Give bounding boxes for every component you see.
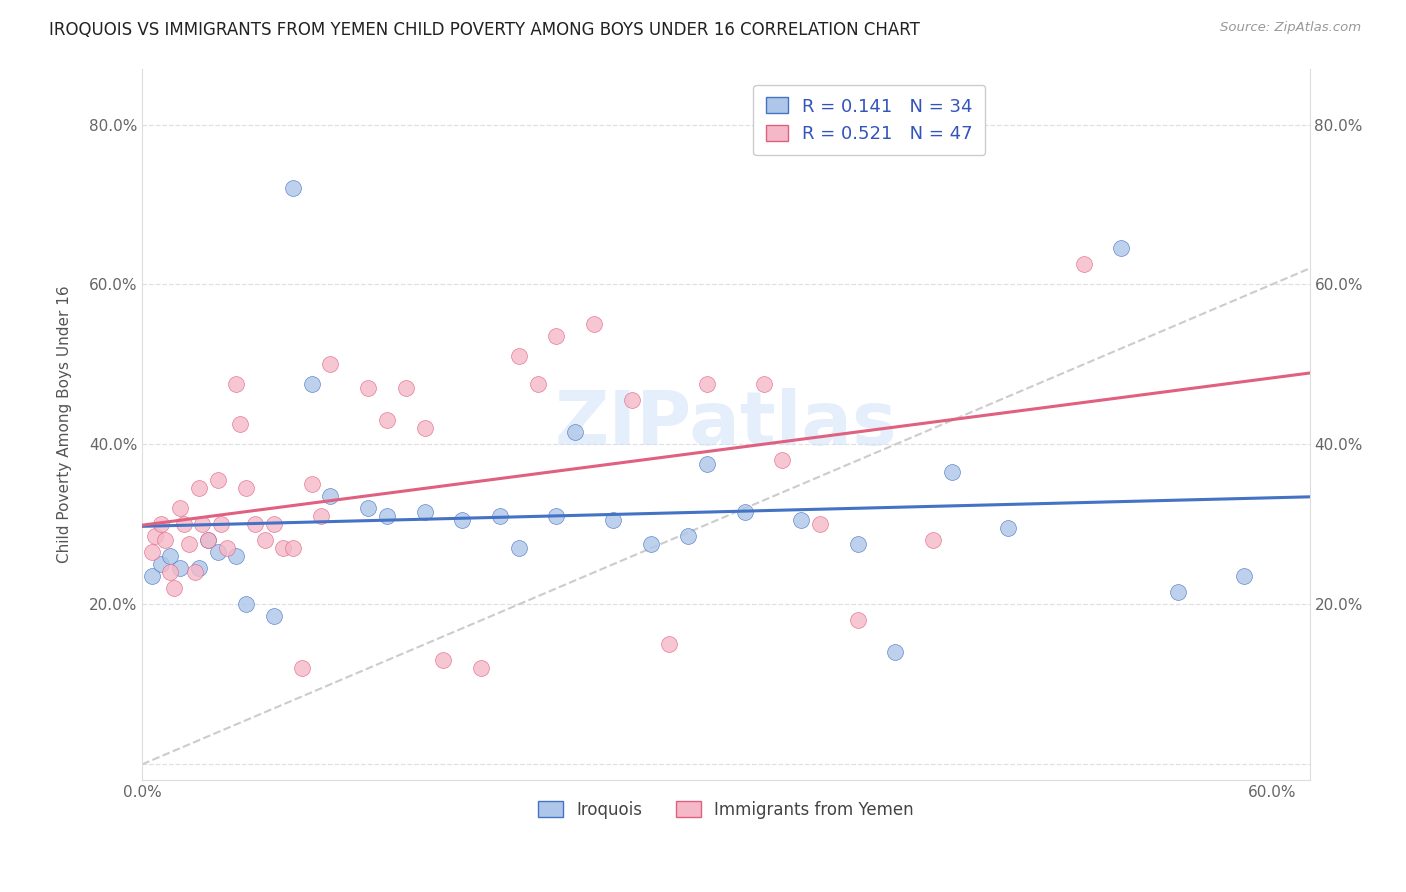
Legend: Iroquois, Immigrants from Yemen: Iroquois, Immigrants from Yemen xyxy=(531,794,921,825)
Point xyxy=(281,541,304,556)
Point xyxy=(357,501,380,516)
Point xyxy=(319,358,342,372)
Point xyxy=(489,509,512,524)
Point xyxy=(884,645,907,659)
Point xyxy=(997,521,1019,535)
Point xyxy=(1167,585,1189,599)
Point xyxy=(159,566,181,580)
Point xyxy=(225,377,247,392)
Point xyxy=(184,566,207,580)
Point xyxy=(696,458,718,472)
Point xyxy=(846,537,869,551)
Point xyxy=(375,509,398,524)
Point xyxy=(922,533,945,548)
Point xyxy=(187,561,209,575)
Point xyxy=(207,545,229,559)
Point xyxy=(808,517,831,532)
Point xyxy=(291,661,314,675)
Point xyxy=(375,413,398,427)
Point xyxy=(197,533,219,548)
Point xyxy=(658,637,681,651)
Point xyxy=(229,417,252,432)
Point xyxy=(179,537,201,551)
Text: Source: ZipAtlas.com: Source: ZipAtlas.com xyxy=(1220,21,1361,35)
Point xyxy=(508,541,530,556)
Point xyxy=(770,453,793,467)
Point xyxy=(235,482,257,496)
Point xyxy=(159,549,181,564)
Point xyxy=(150,558,173,572)
Point xyxy=(253,533,276,548)
Point xyxy=(752,377,775,392)
Y-axis label: Child Poverty Among Boys Under 16: Child Poverty Among Boys Under 16 xyxy=(58,285,72,563)
Text: ZIPatlas: ZIPatlas xyxy=(554,388,897,461)
Point xyxy=(209,517,232,532)
Point xyxy=(696,377,718,392)
Point xyxy=(163,582,186,596)
Text: IROQUOIS VS IMMIGRANTS FROM YEMEN CHILD POVERTY AMONG BOYS UNDER 16 CORRELATION : IROQUOIS VS IMMIGRANTS FROM YEMEN CHILD … xyxy=(49,21,920,39)
Point xyxy=(169,501,191,516)
Point xyxy=(153,533,176,548)
Point xyxy=(526,377,548,392)
Point xyxy=(243,517,266,532)
Point xyxy=(546,329,568,343)
Point xyxy=(281,181,304,195)
Point xyxy=(141,569,163,583)
Point xyxy=(215,541,238,556)
Point xyxy=(191,517,214,532)
Point xyxy=(620,393,643,408)
Point xyxy=(395,381,418,395)
Point xyxy=(451,513,474,527)
Point xyxy=(273,541,295,556)
Point xyxy=(790,513,813,527)
Point xyxy=(432,653,454,667)
Point xyxy=(357,381,380,395)
Point xyxy=(602,513,624,527)
Point xyxy=(508,350,530,364)
Point xyxy=(1109,242,1132,256)
Point xyxy=(235,598,257,612)
Point xyxy=(301,377,323,392)
Point xyxy=(640,537,662,551)
Point xyxy=(169,561,191,575)
Point xyxy=(1073,257,1095,271)
Point xyxy=(187,482,209,496)
Point xyxy=(141,545,163,559)
Point xyxy=(470,661,492,675)
Point xyxy=(546,509,568,524)
Point xyxy=(413,505,436,519)
Point xyxy=(941,466,963,480)
Point xyxy=(207,474,229,488)
Point xyxy=(197,533,219,548)
Point xyxy=(150,517,173,532)
Point xyxy=(263,609,285,624)
Point xyxy=(225,549,247,564)
Point xyxy=(846,613,869,627)
Point xyxy=(145,529,167,543)
Point xyxy=(263,517,285,532)
Point xyxy=(301,477,323,491)
Point xyxy=(319,489,342,503)
Point xyxy=(1233,569,1256,583)
Point xyxy=(676,529,699,543)
Point xyxy=(413,421,436,435)
Point xyxy=(583,318,606,332)
Point xyxy=(309,509,332,524)
Point xyxy=(173,517,195,532)
Point xyxy=(564,425,586,440)
Point xyxy=(734,505,756,519)
